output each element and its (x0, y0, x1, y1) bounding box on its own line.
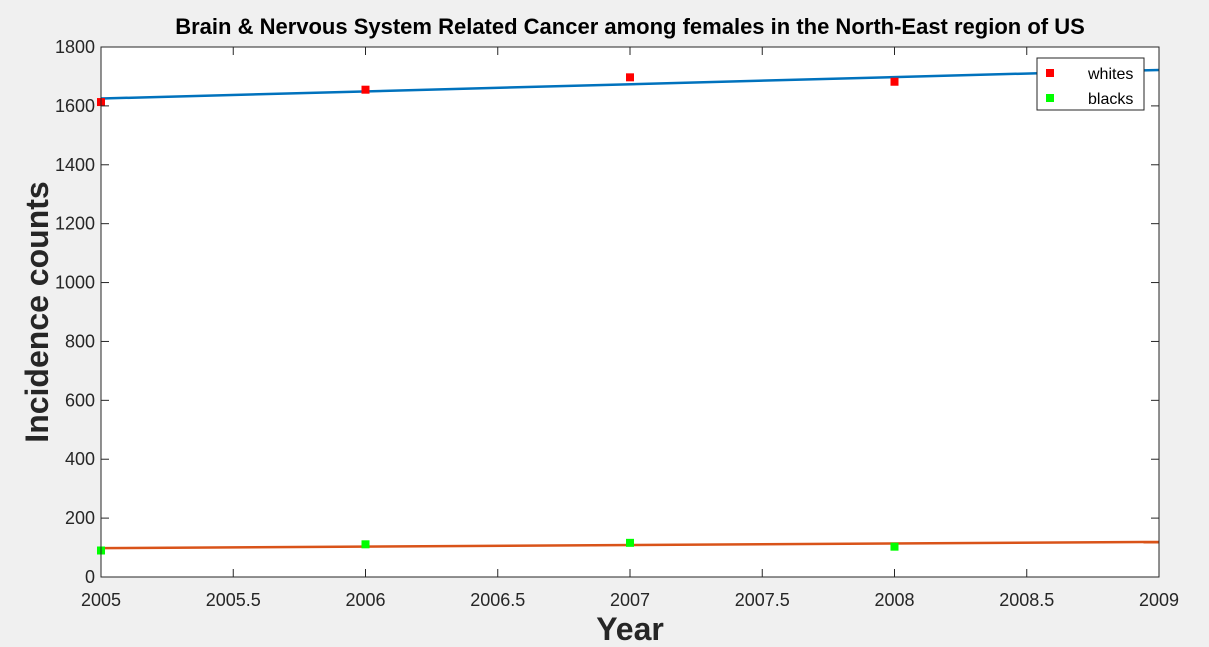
x-axis-label: Year (596, 611, 664, 647)
data-point-blacks (626, 538, 634, 547)
y-tick-label: 200 (65, 508, 95, 528)
legend-label-blacks: blacks (1088, 91, 1133, 108)
x-tick-label: 2007.5 (735, 590, 790, 610)
y-tick-label: 600 (65, 390, 95, 410)
y-tick-label: 1600 (55, 96, 95, 116)
y-tick-label: 1800 (55, 37, 95, 57)
y-tick-label: 1200 (55, 214, 95, 234)
legend-marker-whites (1046, 69, 1054, 77)
x-tick-label: 2006 (345, 590, 385, 610)
plot-area (101, 47, 1159, 577)
x-ticks: 2005 2005.5 2006 2006.5 2007 2007.5 2008 2008.5… (81, 47, 1179, 610)
y-tick-label: 1000 (55, 273, 95, 293)
legend: whites blacks (1036, 57, 1145, 111)
legend-marker-blacks (1046, 94, 1054, 102)
x-tick-label: 2005 (81, 590, 121, 610)
y-axis-label: Incidence counts (19, 181, 55, 442)
data-point-blacks (361, 540, 370, 549)
x-tick-label: 2006.5 (470, 590, 525, 610)
y-ticks: 0 200 400 600 800 1000 1200 1400 1600 1800 (55, 37, 1159, 587)
y-tick-label: 800 (65, 331, 95, 351)
y-tick-label: 0 (85, 567, 95, 587)
y-tick-label: 400 (65, 449, 95, 469)
fit-line-whites (100, 68, 1160, 100)
data-point-whites (361, 85, 370, 94)
x-tick-label: 2008 (874, 590, 914, 610)
legend-box (1036, 57, 1145, 111)
data-point-whites (626, 73, 634, 82)
legend-label-whites: whites (1087, 66, 1133, 83)
data-point-whites (890, 77, 899, 86)
x-tick-label: 2008.5 (999, 590, 1054, 610)
y-tick-label: 1400 (55, 155, 95, 175)
x-tick-label: 2005.5 (206, 590, 261, 610)
x-tick-label: 2007 (610, 590, 650, 610)
chart-title: Brain & Nervous System Related Cancer am… (175, 14, 1085, 39)
data-point-blacks (890, 542, 899, 551)
x-tick-label: 2009 (1139, 590, 1179, 610)
